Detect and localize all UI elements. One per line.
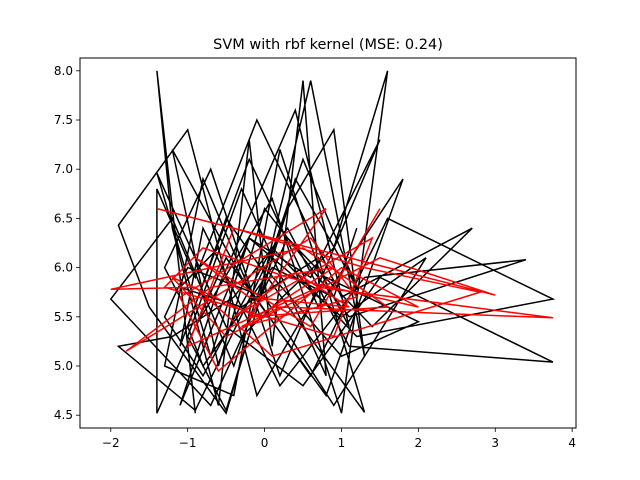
series-line-2	[110, 207, 553, 373]
plot-area-frame	[79, 57, 577, 429]
y-tick-label: 5.5	[54, 310, 73, 324]
y-tick-label: 4.5	[54, 408, 73, 422]
x-tick-label: 1	[338, 436, 346, 450]
x-axis: −2 −1 0 1 2 3 4	[102, 428, 576, 450]
x-tick-label: 3	[491, 436, 499, 450]
x-tick-label: −2	[102, 436, 120, 450]
x-tick-label: 4	[568, 436, 576, 450]
chart-title: SVM with rbf kernel (MSE: 0.24)	[213, 37, 443, 53]
x-tick-label: −1	[179, 436, 197, 450]
x-tick-label: 2	[415, 436, 423, 450]
series-line-1	[109, 70, 556, 415]
series-layer	[109, 70, 556, 415]
y-tick-label: 6.5	[54, 211, 73, 225]
y-tick-label: 7.5	[54, 113, 73, 127]
y-tick-label: 7.0	[54, 162, 73, 176]
y-tick-label: 6.0	[54, 261, 73, 275]
y-tick-label: 8.0	[54, 64, 73, 78]
x-tick-label: 0	[261, 436, 269, 450]
y-axis: 4.5 5.0 5.5 6.0 6.5 7.0 7.5 8.0	[54, 64, 80, 422]
y-tick-label: 5.0	[54, 359, 73, 373]
